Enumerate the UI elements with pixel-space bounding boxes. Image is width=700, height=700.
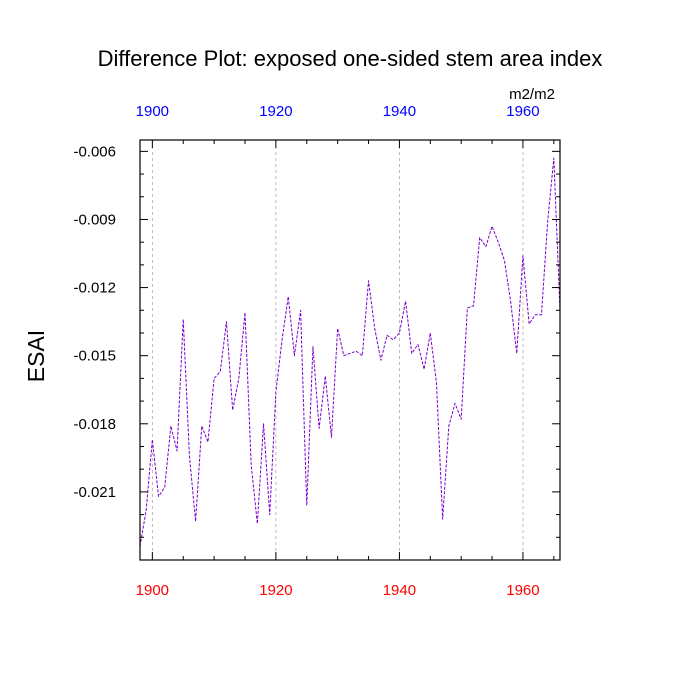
y-tick-label--0.006: -0.006 xyxy=(73,143,116,160)
x-tick-label-bottom-1920: 1920 xyxy=(259,582,292,599)
series-layer xyxy=(139,157,561,547)
grid-lines xyxy=(151,140,524,560)
y-tick-label--0.009: -0.009 xyxy=(73,211,116,228)
tick-marks xyxy=(140,140,560,561)
y-tick-label--0.015: -0.015 xyxy=(73,348,116,365)
y-axis-label: ESAI xyxy=(23,330,49,382)
y-tick-label--0.012: -0.012 xyxy=(73,280,116,297)
plot-frame xyxy=(139,139,561,561)
units-label: m2/m2 xyxy=(509,86,555,103)
x-tick-label-bottom-1900: 1900 xyxy=(136,582,169,599)
axes-frame xyxy=(139,139,561,561)
series-line xyxy=(139,157,561,547)
x-tick-label-top-1900: 1900 xyxy=(136,103,169,120)
x-tick-label-top-1960: 1960 xyxy=(506,103,539,120)
x-tick-label-bottom-1940: 1940 xyxy=(383,582,416,599)
y-tick-label--0.021: -0.021 xyxy=(73,484,116,501)
x-tick-label-bottom-1960: 1960 xyxy=(506,582,539,599)
x-tick-label-top-1920: 1920 xyxy=(259,103,292,120)
x-tick-label-top-1940: 1940 xyxy=(383,103,416,120)
chart-title: Difference Plot: exposed one-sided stem … xyxy=(98,46,603,71)
tick-labels: 1900 1900 1920 1920 1940 1940 1960 1960 -0.021 -0… xyxy=(73,103,539,599)
y-tick-label--0.018: -0.018 xyxy=(73,416,116,433)
